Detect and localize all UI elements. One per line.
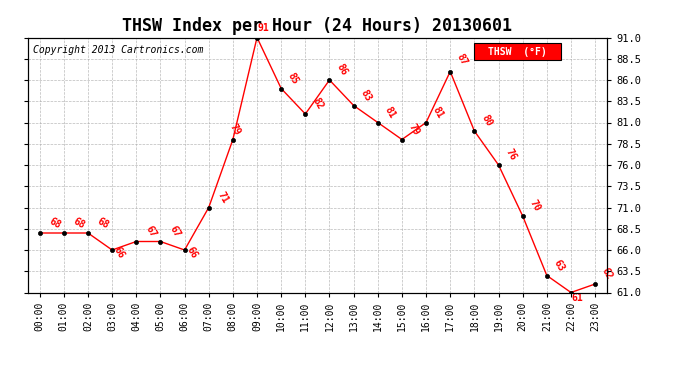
Text: 62: 62 <box>600 266 615 282</box>
Text: 79: 79 <box>228 122 243 137</box>
Text: 83: 83 <box>359 88 373 103</box>
Text: 76: 76 <box>503 147 518 162</box>
Text: 81: 81 <box>431 105 446 120</box>
Text: Copyright 2013 Cartronics.com: Copyright 2013 Cartronics.com <box>33 45 204 55</box>
Text: 79: 79 <box>407 122 422 137</box>
Text: 66: 66 <box>184 245 199 260</box>
Text: THSW  (°F): THSW (°F) <box>488 46 546 57</box>
Text: 68: 68 <box>71 216 86 231</box>
Text: 63: 63 <box>552 258 566 273</box>
Text: 67: 67 <box>144 224 158 239</box>
Text: 68: 68 <box>95 216 110 231</box>
Text: 67: 67 <box>168 224 182 239</box>
Text: 61: 61 <box>571 293 583 303</box>
Text: 68: 68 <box>47 216 62 231</box>
Text: 70: 70 <box>527 198 542 213</box>
Text: 80: 80 <box>479 113 494 129</box>
Text: 91: 91 <box>257 23 269 33</box>
Text: 82: 82 <box>310 96 325 111</box>
Text: 86: 86 <box>334 62 349 78</box>
Text: 66: 66 <box>112 245 127 260</box>
Text: 81: 81 <box>382 105 397 120</box>
Title: THSW Index per Hour (24 Hours) 20130601: THSW Index per Hour (24 Hours) 20130601 <box>122 16 513 34</box>
Text: 71: 71 <box>216 190 230 205</box>
Text: 85: 85 <box>286 71 301 86</box>
Text: 87: 87 <box>455 52 470 67</box>
FancyBboxPatch shape <box>474 43 561 60</box>
